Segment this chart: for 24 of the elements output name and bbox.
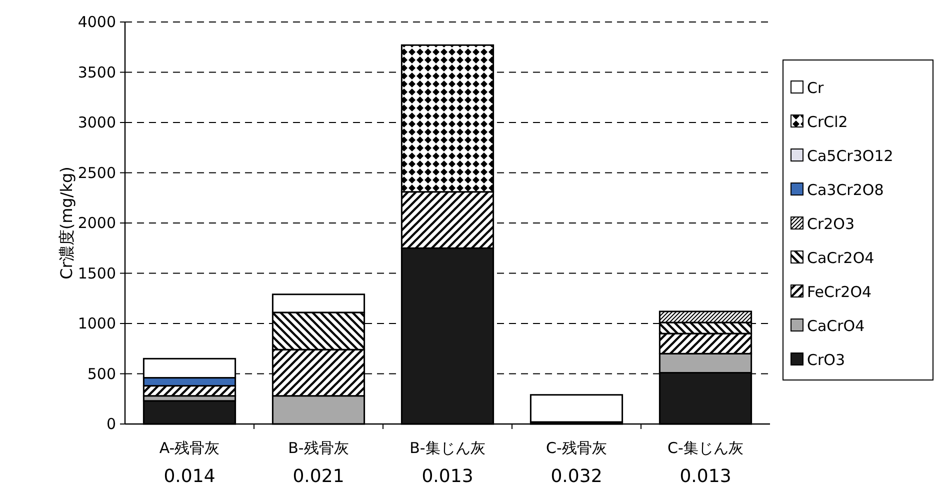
x-tick-label: A-残骨灰 0.014 [159,439,220,487]
legend-label: FeCr2O4 [807,283,872,301]
legend-label: CrO3 [807,351,845,369]
y-tick-label: 2000 [78,214,116,232]
y-tick-label: 1500 [78,264,116,282]
legend-label: Cr [807,79,824,97]
y-axis-title: Cr濃度(mg/kg) [57,166,76,280]
y-tick-label: 3000 [78,114,116,132]
y-tick-label: 0 [106,415,116,433]
y-tick-label: 2500 [78,164,116,182]
legend-label: CrCl2 [807,113,848,131]
legend-label: CaCr2O4 [807,249,874,267]
x-tick-label: C-集じん灰 0.013 [668,439,744,487]
y-tick-label: 500 [87,364,116,383]
x-tick-label: C-残骨灰 0.032 [546,439,607,487]
legend-label: Cr2O3 [807,215,855,233]
x-tick-label: B-集じん灰 0.013 [410,439,486,487]
y-tick-label: 4000 [78,13,116,31]
y-tick-label: 1000 [78,314,116,332]
legend-label: Ca3Cr2O8 [807,181,884,199]
legend-label: Ca5Cr3O12 [807,147,894,165]
legend-label: CaCrO4 [807,317,865,335]
y-tick-label: 3500 [78,63,116,82]
x-tick-label: B-残骨灰 0.021 [288,439,349,487]
